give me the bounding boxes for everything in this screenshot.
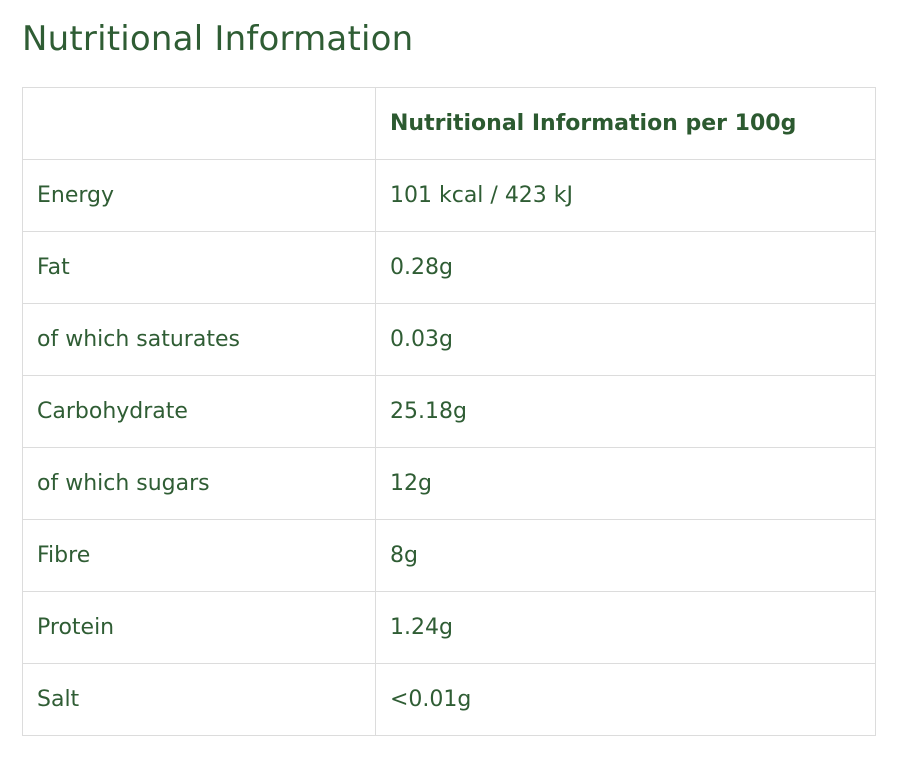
table-row: of which saturates 0.03g xyxy=(22,303,876,376)
nutrient-value-cell: 101 kcal / 423 kJ xyxy=(375,159,876,232)
nutrient-value-cell: <0.01g xyxy=(375,663,876,736)
page-title: Nutritional Information xyxy=(22,19,414,59)
nutrient-value-cell: 0.03g xyxy=(375,303,876,376)
table-row: Protein 1.24g xyxy=(22,591,876,664)
header-nutrient-cell xyxy=(22,87,376,160)
nutrition-table: Nutritional Information per 100g Energy … xyxy=(22,87,876,736)
table-row: Fat 0.28g xyxy=(22,231,876,304)
table-row: Energy 101 kcal / 423 kJ xyxy=(22,159,876,232)
nutrient-name-cell: Salt xyxy=(22,663,376,736)
table-row: of which sugars 12g xyxy=(22,447,876,520)
nutrient-name-cell: Protein xyxy=(22,591,376,664)
nutrient-name-cell: Energy xyxy=(22,159,376,232)
nutrient-value-cell: 8g xyxy=(375,519,876,592)
table-row: Salt <0.01g xyxy=(22,663,876,736)
nutrient-name-cell: of which saturates xyxy=(22,303,376,376)
nutrient-value-cell: 25.18g xyxy=(375,375,876,448)
nutrient-value-cell: 1.24g xyxy=(375,591,876,664)
nutrient-value-cell: 12g xyxy=(375,447,876,520)
table-header-row: Nutritional Information per 100g xyxy=(22,87,876,160)
nutrient-name-cell: Fat xyxy=(22,231,376,304)
nutrient-name-cell: Fibre xyxy=(22,519,376,592)
header-value-cell: Nutritional Information per 100g xyxy=(375,87,876,160)
nutrient-name-cell: Carbohydrate xyxy=(22,375,376,448)
table-row: Fibre 8g xyxy=(22,519,876,592)
table-row: Carbohydrate 25.18g xyxy=(22,375,876,448)
nutrient-name-cell: of which sugars xyxy=(22,447,376,520)
nutrient-value-cell: 0.28g xyxy=(375,231,876,304)
